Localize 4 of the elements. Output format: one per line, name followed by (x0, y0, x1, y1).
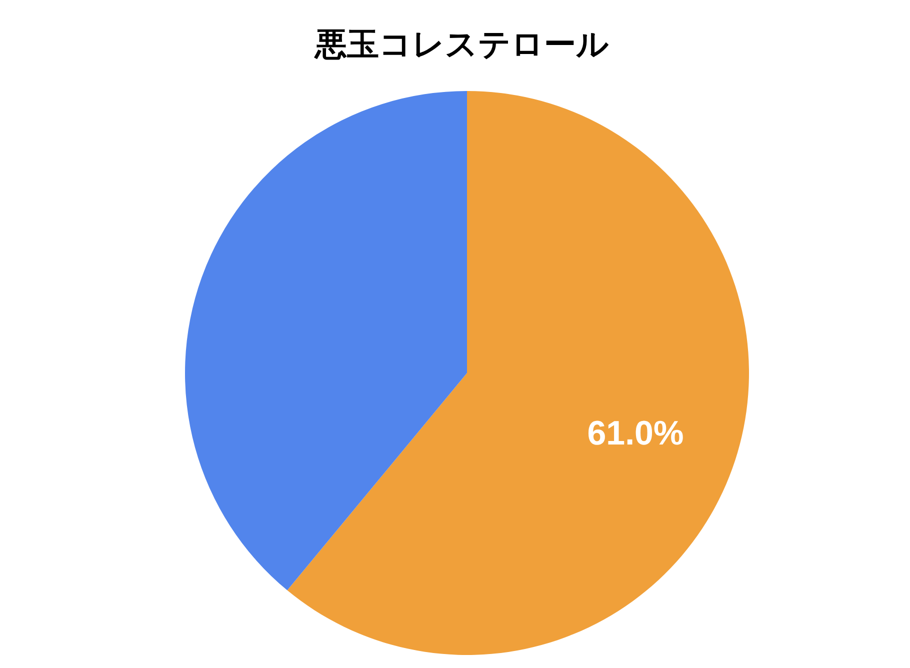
data-label: 61.0% (587, 414, 684, 453)
pie-slice (287, 91, 749, 655)
pie-slice (185, 91, 467, 590)
chart-title: 悪玉コレステロール (314, 25, 609, 63)
